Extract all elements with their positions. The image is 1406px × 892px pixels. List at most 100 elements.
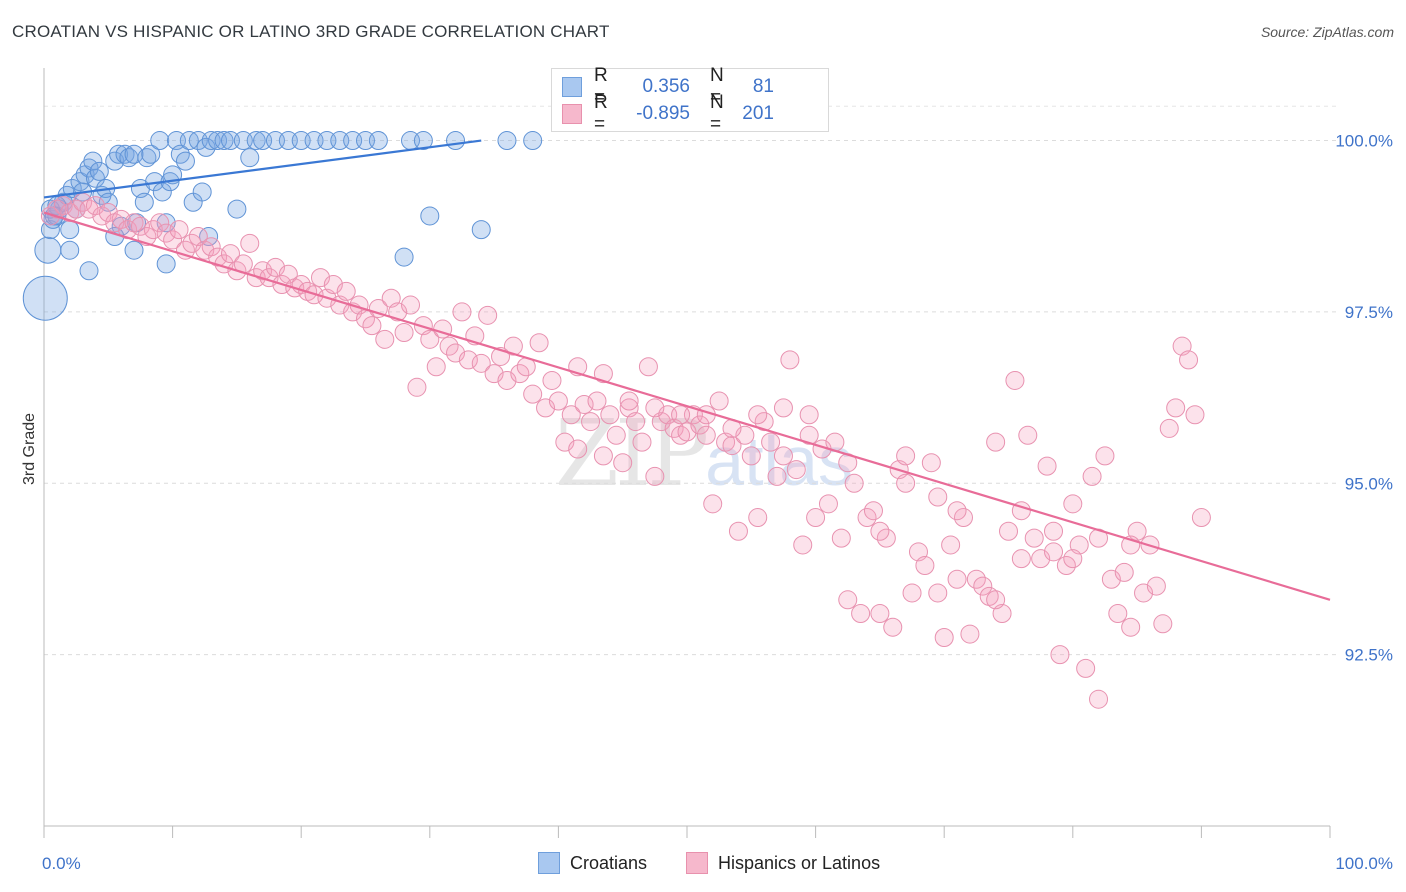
hispanic-point bbox=[999, 521, 1018, 541]
croatian-point bbox=[124, 144, 144, 164]
legend-row-hispanics: R = -0.895 N = 201 bbox=[562, 92, 774, 135]
hispanic-point bbox=[1185, 405, 1205, 425]
series-swatch-croatians bbox=[538, 852, 560, 874]
y-tick-label: 100.0% bbox=[1335, 132, 1393, 151]
x-tick-label: 0.0% bbox=[42, 854, 81, 873]
hispanic-point bbox=[748, 508, 768, 528]
hispanic-point bbox=[921, 453, 941, 473]
hispanic-point bbox=[722, 436, 742, 456]
hispanic-point bbox=[934, 628, 954, 647]
croatian-trend-line bbox=[43, 139, 482, 199]
hispanic-point bbox=[863, 501, 883, 521]
hispanic-point bbox=[960, 624, 980, 644]
hispanic-point bbox=[1166, 398, 1186, 418]
croatian-point bbox=[523, 131, 543, 151]
hispanic-point bbox=[773, 446, 793, 466]
croatian-point bbox=[368, 131, 388, 151]
croatian-point bbox=[22, 275, 68, 321]
croatian-point bbox=[141, 144, 161, 164]
hispanic-point bbox=[1037, 456, 1057, 476]
hispanic-point bbox=[626, 412, 646, 432]
hispanic-point bbox=[426, 357, 446, 377]
hispanic-point bbox=[529, 333, 549, 353]
hispanic-point bbox=[645, 466, 665, 486]
hispanic-point bbox=[394, 322, 414, 342]
source-label: Source: ZipAtlas.com bbox=[1260, 24, 1394, 40]
hispanic-point bbox=[690, 415, 710, 435]
croatian-point bbox=[192, 182, 212, 202]
hispanic-point bbox=[1159, 418, 1179, 438]
croatian-point bbox=[34, 236, 62, 264]
hispanic-point bbox=[780, 350, 800, 370]
croatian-point bbox=[240, 148, 260, 168]
y-axis-title: 3rd Grade bbox=[21, 413, 38, 485]
hispanic-point bbox=[947, 501, 967, 521]
hispanic-point bbox=[915, 556, 935, 576]
hispanic-point bbox=[709, 391, 729, 411]
hispanic-point bbox=[1063, 494, 1083, 514]
hispanic-point bbox=[407, 377, 427, 397]
croatian-point bbox=[134, 192, 154, 212]
hispanic-point bbox=[1108, 604, 1128, 624]
hispanic-point bbox=[786, 460, 806, 480]
hispanic-point bbox=[1082, 466, 1102, 486]
series-legend-hispanics[interactable]: Hispanics or Latinos bbox=[686, 852, 880, 874]
croatian-point bbox=[227, 199, 247, 219]
croatian-point bbox=[109, 144, 129, 164]
y-tick-label: 92.5% bbox=[1345, 646, 1393, 665]
croatian-point bbox=[60, 240, 80, 260]
series-swatch-hispanics bbox=[686, 852, 708, 874]
hispanic-point bbox=[1095, 446, 1115, 466]
hispanic-point bbox=[941, 535, 961, 555]
hispanic-point bbox=[503, 336, 523, 356]
hispanic-point bbox=[1018, 425, 1038, 445]
hispanic-point bbox=[593, 446, 613, 466]
hispanic-trend-line bbox=[43, 211, 1331, 601]
croatian-point bbox=[137, 148, 157, 168]
croatian-point bbox=[497, 131, 517, 151]
hispanic-point bbox=[420, 329, 440, 349]
legend-row-croatians: R = 0.356 N = 81 bbox=[562, 65, 774, 108]
hispanic-point bbox=[645, 398, 665, 418]
hispanic-point bbox=[1179, 350, 1199, 370]
hispanic-point bbox=[986, 432, 1006, 452]
hispanic-point bbox=[741, 446, 761, 466]
hispanic-point bbox=[947, 569, 967, 589]
legend-n-value: 81 bbox=[752, 76, 774, 97]
hispanic-point bbox=[896, 446, 916, 466]
croatian-point bbox=[175, 151, 195, 171]
croatian-point bbox=[150, 131, 170, 151]
hispanic-point bbox=[761, 432, 781, 452]
hispanic-point bbox=[163, 230, 183, 250]
series-legend-croatians[interactable]: Croatians bbox=[538, 852, 647, 874]
hispanic-point bbox=[523, 384, 543, 404]
hispanic-point bbox=[1005, 370, 1025, 390]
watermark-zip: ZIP bbox=[555, 400, 709, 507]
stats-legend: R = 0.356 N = 81 R = -0.895 N = 201 bbox=[551, 65, 829, 135]
hispanic-point bbox=[561, 405, 581, 425]
hispanic-point bbox=[870, 604, 890, 624]
hispanic-point bbox=[1089, 689, 1109, 709]
hispanic-point bbox=[1114, 562, 1134, 582]
hispanic-point bbox=[613, 453, 633, 473]
croatian-point bbox=[124, 240, 144, 260]
hispanic-point bbox=[111, 209, 131, 229]
y-tick-label: 97.5% bbox=[1345, 303, 1393, 322]
croatian-point bbox=[156, 254, 176, 274]
croatian-point bbox=[79, 261, 99, 281]
watermark: ZIPatlas bbox=[555, 400, 853, 507]
hispanic-point bbox=[220, 244, 240, 264]
hispanic-point bbox=[362, 316, 382, 336]
hispanic-point bbox=[1191, 508, 1211, 528]
hispanic-point bbox=[870, 521, 890, 541]
hispanic-point bbox=[452, 302, 472, 322]
hispanic-point bbox=[458, 350, 478, 370]
croatian-point bbox=[246, 131, 266, 151]
chart-title: CROATIAN VS HISPANIC OR LATINO 3RD GRADE… bbox=[12, 22, 610, 41]
series-label-croatians: Croatians bbox=[570, 852, 648, 873]
hispanic-point bbox=[1044, 542, 1064, 562]
hispanic-point bbox=[130, 216, 150, 236]
hispanic-point bbox=[593, 364, 613, 384]
hispanic-point bbox=[799, 405, 819, 425]
